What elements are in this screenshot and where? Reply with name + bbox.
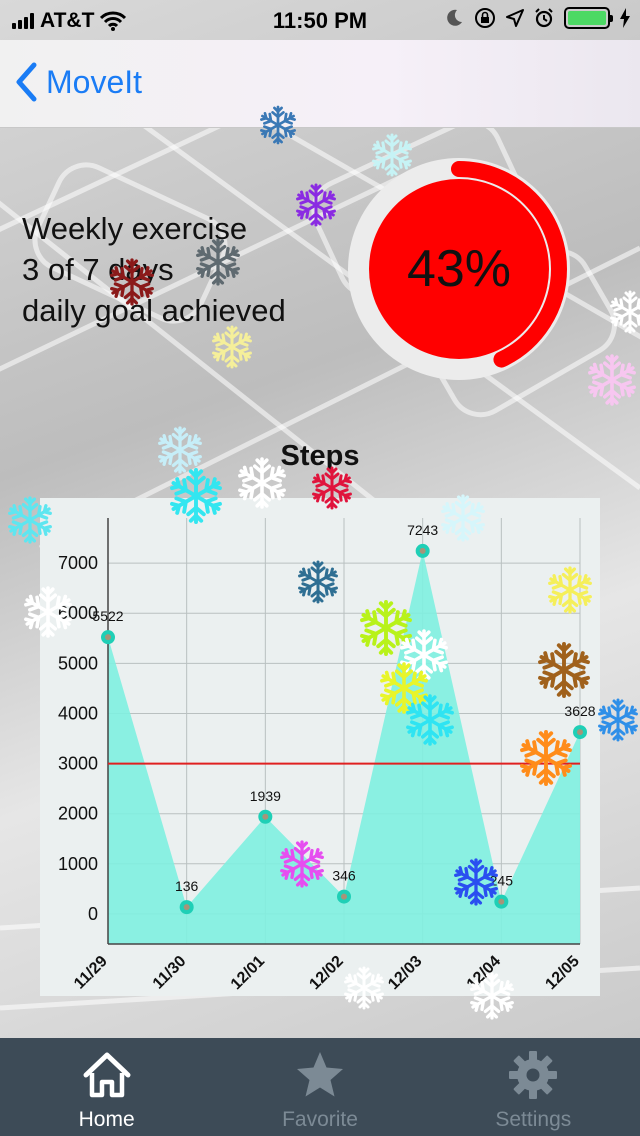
data-label: 1939: [250, 788, 281, 804]
x-tick-label: 12/01: [228, 953, 268, 993]
tab-settings[interactable]: Settings: [427, 1038, 640, 1136]
y-tick-label: 7000: [58, 553, 98, 573]
y-tick-label: 0: [88, 904, 98, 924]
data-point-center: [341, 893, 347, 900]
charging-icon: [620, 8, 630, 28]
chevron-left-icon: [16, 62, 37, 102]
data-point-center: [183, 904, 190, 911]
progress-ring-arc: [351, 161, 567, 377]
tab-favorite[interactable]: Favorite: [213, 1038, 426, 1136]
data-point-center: [419, 547, 426, 554]
y-tick-label: 3000: [58, 754, 98, 774]
data-point-center: [498, 898, 505, 905]
y-tick-label: 5000: [58, 653, 98, 673]
x-tick-label: 11/29: [71, 953, 111, 993]
data-label: 136: [175, 878, 199, 894]
data-label: 346: [332, 868, 356, 884]
carrier-group: AT&T: [12, 9, 127, 33]
navigation-bar: MoveIt: [0, 40, 640, 128]
weekly-title: Weekly exercise: [22, 211, 248, 246]
x-tick-label: 12/03: [385, 953, 425, 993]
orientation-lock-icon: [475, 8, 495, 28]
tab-home[interactable]: Home: [0, 1038, 213, 1136]
status-bar: AT&T 11:50 PM: [0, 0, 640, 40]
data-label: 7243: [407, 522, 438, 538]
battery-icon: [564, 7, 613, 29]
data-point-center: [262, 813, 269, 820]
status-icons: [444, 7, 630, 29]
x-tick-label: 12/05: [542, 953, 582, 993]
tab-home-label: Home: [78, 1108, 135, 1131]
data-label: 245: [490, 873, 514, 889]
tab-settings-label: Settings: [495, 1108, 572, 1131]
carrier-label: AT&T: [40, 9, 95, 32]
chart-title: Steps: [280, 440, 360, 472]
weekly-summary: Weekly exercise 3 of 7 days daily goal a…: [22, 208, 286, 331]
progress-percent: 43%: [406, 240, 512, 298]
tab-bar: Home Favorite Settings: [0, 1038, 640, 1136]
status-time: 11:50 PM: [272, 8, 368, 33]
x-tick-label: 12/04: [464, 953, 504, 993]
back-label: MoveIt: [46, 63, 143, 100]
data-label: 5522: [92, 608, 123, 624]
x-tick-label: 11/30: [150, 953, 190, 993]
progress-ring: [348, 158, 570, 380]
gear-icon: [509, 1051, 558, 1099]
y-tick-label: 2000: [58, 804, 98, 824]
moon-icon: [447, 9, 462, 26]
back-button[interactable]: MoveIt: [14, 62, 142, 102]
progress-ring-center: [369, 179, 549, 359]
home-icon: [83, 1052, 131, 1098]
weekly-goal-text: daily goal achieved: [22, 293, 286, 328]
steps-chart: 0 1000 2000 3000 4000 5000 6000 7000 11/29 11/30 1…: [40, 498, 600, 996]
steps-area: [108, 550, 580, 944]
signal-icon: [12, 13, 34, 29]
weekly-days: 3 of 7 days: [22, 252, 174, 287]
star-icon: [296, 1052, 343, 1097]
tab-favorite-label: Favorite: [282, 1108, 358, 1131]
y-tick-label: 4000: [58, 703, 98, 723]
data-label: 3628: [564, 703, 595, 719]
wifi-icon: [100, 11, 127, 31]
data-point-center: [105, 634, 111, 641]
y-tick-label: 1000: [58, 854, 98, 874]
data-point-center: [577, 729, 583, 736]
battery-fill: [568, 11, 606, 25]
x-tick-label: 12/02: [306, 953, 346, 993]
alarm-icon: [535, 8, 553, 28]
location-icon: [506, 9, 524, 27]
